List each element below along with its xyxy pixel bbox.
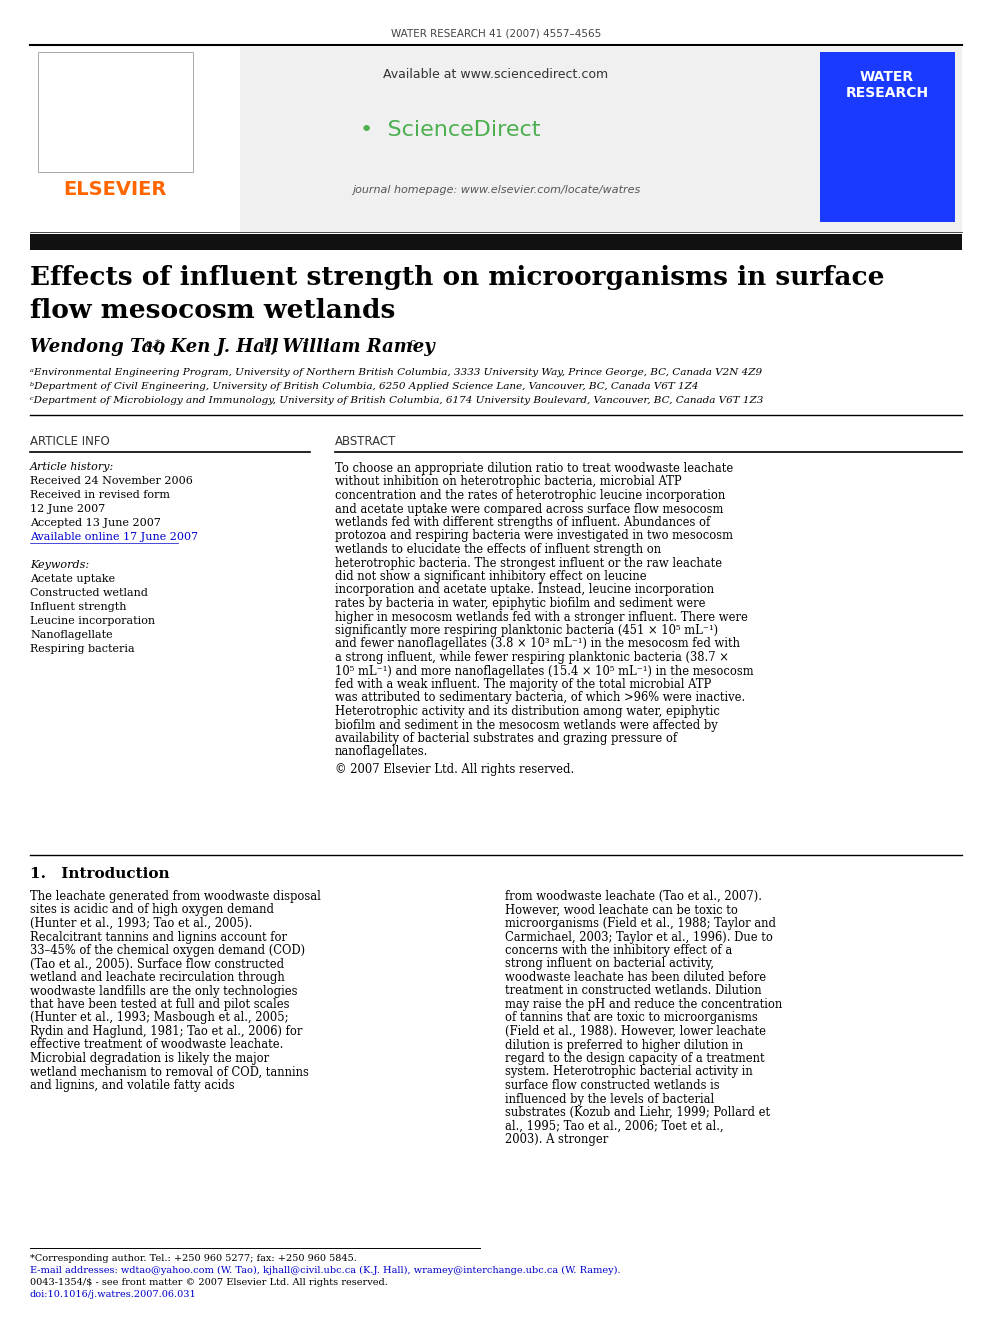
Bar bbox=[30, 234, 962, 250]
Text: Carmichael, 2003; Taylor et al., 1996). Due to: Carmichael, 2003; Taylor et al., 1996). … bbox=[505, 930, 773, 943]
Text: Received 24 November 2006: Received 24 November 2006 bbox=[30, 476, 192, 486]
Text: , William Ramey: , William Ramey bbox=[270, 337, 434, 356]
Text: flow mesocosm wetlands: flow mesocosm wetlands bbox=[30, 298, 396, 323]
Text: Leucine incorporation: Leucine incorporation bbox=[30, 617, 155, 626]
Text: al., 1995; Tao et al., 2006; Toet et al.,: al., 1995; Tao et al., 2006; Toet et al.… bbox=[505, 1119, 723, 1132]
Text: Wendong Tao: Wendong Tao bbox=[30, 337, 166, 356]
Text: woodwaste leachate has been diluted before: woodwaste leachate has been diluted befo… bbox=[505, 971, 766, 984]
Text: significantly more respiring planktonic bacteria (451 × 10⁵ mL⁻¹): significantly more respiring planktonic … bbox=[335, 624, 718, 636]
Text: was attributed to sedimentary bacteria, of which >96% were inactive.: was attributed to sedimentary bacteria, … bbox=[335, 692, 745, 705]
Text: 12 June 2007: 12 June 2007 bbox=[30, 504, 105, 515]
Text: Recalcitrant tannins and lignins account for: Recalcitrant tannins and lignins account… bbox=[30, 930, 287, 943]
Text: woodwaste landfills are the only technologies: woodwaste landfills are the only technol… bbox=[30, 984, 298, 998]
Text: ᶜDepartment of Microbiology and Immunology, University of British Columbia, 6174: ᶜDepartment of Microbiology and Immunolo… bbox=[30, 396, 764, 405]
Text: •  ScienceDirect: • ScienceDirect bbox=[360, 120, 541, 140]
Text: Effects of influent strength on microorganisms in surface: Effects of influent strength on microorg… bbox=[30, 265, 885, 290]
Bar bbox=[30, 48, 962, 232]
Text: Accepted 13 June 2007: Accepted 13 June 2007 bbox=[30, 519, 161, 528]
Text: ᵇDepartment of Civil Engineering, University of British Columbia, 6250 Applied S: ᵇDepartment of Civil Engineering, Univer… bbox=[30, 382, 698, 392]
Text: concentration and the rates of heterotrophic leucine incorporation: concentration and the rates of heterotro… bbox=[335, 490, 725, 501]
Text: and lignins, and volatile fatty acids: and lignins, and volatile fatty acids bbox=[30, 1080, 235, 1091]
Text: and fewer nanoflagellates (3.8 × 10³ mL⁻¹) in the mesocosm fed with: and fewer nanoflagellates (3.8 × 10³ mL⁻… bbox=[335, 638, 740, 651]
Text: strong influent on bacterial activity,: strong influent on bacterial activity, bbox=[505, 958, 714, 971]
Text: from woodwaste leachate (Tao et al., 2007).: from woodwaste leachate (Tao et al., 200… bbox=[505, 890, 762, 904]
Text: heterotrophic bacteria. The strongest influent or the raw leachate: heterotrophic bacteria. The strongest in… bbox=[335, 557, 722, 569]
Text: wetland mechanism to removal of COD, tannins: wetland mechanism to removal of COD, tan… bbox=[30, 1065, 309, 1078]
Text: 33–45% of the chemical oxygen demand (COD): 33–45% of the chemical oxygen demand (CO… bbox=[30, 945, 306, 957]
Text: did not show a significant inhibitory effect on leucine: did not show a significant inhibitory ef… bbox=[335, 570, 647, 583]
Text: regard to the design capacity of a treatment: regard to the design capacity of a treat… bbox=[505, 1052, 765, 1065]
Text: b: b bbox=[264, 337, 271, 348]
Text: journal homepage: www.elsevier.com/locate/watres: journal homepage: www.elsevier.com/locat… bbox=[352, 185, 640, 194]
Text: (Hunter et al., 1993; Masbough et al., 2005;: (Hunter et al., 1993; Masbough et al., 2… bbox=[30, 1012, 289, 1024]
Bar bbox=[38, 52, 193, 172]
Text: and acetate uptake were compared across surface flow mesocosm: and acetate uptake were compared across … bbox=[335, 503, 723, 516]
Text: biofilm and sediment in the mesocosm wetlands were affected by: biofilm and sediment in the mesocosm wet… bbox=[335, 718, 718, 732]
Text: 10⁵ mL⁻¹) and more nanoflagellates (15.4 × 10⁵ mL⁻¹) in the mesocosm: 10⁵ mL⁻¹) and more nanoflagellates (15.4… bbox=[335, 664, 754, 677]
Text: Available online 17 June 2007: Available online 17 June 2007 bbox=[30, 532, 198, 542]
Text: *Corresponding author. Tel.: +250 960 5277; fax: +250 960 5845.: *Corresponding author. Tel.: +250 960 52… bbox=[30, 1254, 357, 1263]
Text: nanoflagellates.: nanoflagellates. bbox=[335, 745, 429, 758]
Text: c: c bbox=[410, 337, 417, 348]
Text: higher in mesocosm wetlands fed with a stronger influent. There were: higher in mesocosm wetlands fed with a s… bbox=[335, 610, 748, 623]
Text: Available at www.sciencedirect.com: Available at www.sciencedirect.com bbox=[384, 67, 608, 81]
Text: of tannins that are toxic to microorganisms: of tannins that are toxic to microorgani… bbox=[505, 1012, 758, 1024]
Text: 0043-1354/$ - see front matter © 2007 Elsevier Ltd. All rights reserved.: 0043-1354/$ - see front matter © 2007 El… bbox=[30, 1278, 388, 1287]
Text: (Hunter et al., 1993; Tao et al., 2005).: (Hunter et al., 1993; Tao et al., 2005). bbox=[30, 917, 252, 930]
Text: Influent strength: Influent strength bbox=[30, 602, 127, 613]
Text: (Field et al., 1988). However, lower leachate: (Field et al., 1988). However, lower lea… bbox=[505, 1025, 766, 1039]
Text: system. Heterotrophic bacterial activity in: system. Heterotrophic bacterial activity… bbox=[505, 1065, 753, 1078]
Text: sites is acidic and of high oxygen demand: sites is acidic and of high oxygen deman… bbox=[30, 904, 274, 917]
Text: ABSTRACT: ABSTRACT bbox=[335, 435, 397, 448]
Text: wetlands fed with different strengths of influent. Abundances of: wetlands fed with different strengths of… bbox=[335, 516, 710, 529]
Text: Rydin and Haglund, 1981; Tao et al., 2006) for: Rydin and Haglund, 1981; Tao et al., 200… bbox=[30, 1025, 303, 1039]
Text: To choose an appropriate dilution ratio to treat woodwaste leachate: To choose an appropriate dilution ratio … bbox=[335, 462, 733, 475]
Text: Microbial degradation is likely the major: Microbial degradation is likely the majo… bbox=[30, 1052, 269, 1065]
Text: a,*: a,* bbox=[146, 337, 162, 348]
Text: (Tao et al., 2005). Surface flow constructed: (Tao et al., 2005). Surface flow constru… bbox=[30, 958, 284, 971]
Text: wetland and leachate recirculation through: wetland and leachate recirculation throu… bbox=[30, 971, 285, 984]
Text: without inhibition on heterotrophic bacteria, microbial ATP: without inhibition on heterotrophic bact… bbox=[335, 475, 682, 488]
Text: 1. Introduction: 1. Introduction bbox=[30, 867, 170, 881]
Text: concerns with the inhibitory effect of a: concerns with the inhibitory effect of a bbox=[505, 945, 732, 957]
Text: fed with a weak influent. The majority of the total microbial ATP: fed with a weak influent. The majority o… bbox=[335, 677, 711, 691]
Text: Keywords:: Keywords: bbox=[30, 560, 89, 570]
Text: availability of bacterial substrates and grazing pressure of: availability of bacterial substrates and… bbox=[335, 732, 678, 745]
Text: protozoa and respiring bacteria were investigated in two mesocosm: protozoa and respiring bacteria were inv… bbox=[335, 529, 733, 542]
Text: Constructed wetland: Constructed wetland bbox=[30, 587, 148, 598]
Text: , Ken J. Hall: , Ken J. Hall bbox=[158, 337, 279, 356]
Text: effective treatment of woodwaste leachate.: effective treatment of woodwaste leachat… bbox=[30, 1039, 284, 1052]
Text: © 2007 Elsevier Ltd. All rights reserved.: © 2007 Elsevier Ltd. All rights reserved… bbox=[335, 763, 574, 777]
Text: ELSEVIER: ELSEVIER bbox=[63, 180, 167, 198]
Text: The leachate generated from woodwaste disposal: The leachate generated from woodwaste di… bbox=[30, 890, 320, 904]
Text: Nanoflagellate: Nanoflagellate bbox=[30, 630, 113, 640]
Text: rates by bacteria in water, epiphytic biofilm and sediment were: rates by bacteria in water, epiphytic bi… bbox=[335, 597, 705, 610]
Text: Acetate uptake: Acetate uptake bbox=[30, 574, 115, 583]
Text: Article history:: Article history: bbox=[30, 462, 114, 472]
Text: Respiring bacteria: Respiring bacteria bbox=[30, 644, 135, 654]
Text: incorporation and acetate uptake. Instead, leucine incorporation: incorporation and acetate uptake. Instea… bbox=[335, 583, 714, 597]
Text: treatment in constructed wetlands. Dilution: treatment in constructed wetlands. Dilut… bbox=[505, 984, 762, 998]
Text: Heterotrophic activity and its distribution among water, epiphytic: Heterotrophic activity and its distribut… bbox=[335, 705, 720, 718]
Text: a strong influent, while fewer respiring planktonic bacteria (38.7 ×: a strong influent, while fewer respiring… bbox=[335, 651, 729, 664]
Text: surface flow constructed wetlands is: surface flow constructed wetlands is bbox=[505, 1080, 719, 1091]
Bar bbox=[820, 52, 955, 222]
Text: that have been tested at full and pilot scales: that have been tested at full and pilot … bbox=[30, 998, 290, 1011]
Text: substrates (Kozub and Liehr, 1999; Pollard et: substrates (Kozub and Liehr, 1999; Polla… bbox=[505, 1106, 770, 1119]
Text: WATER
RESEARCH: WATER RESEARCH bbox=[845, 70, 929, 101]
Text: WATER RESEARCH 41 (2007) 4557–4565: WATER RESEARCH 41 (2007) 4557–4565 bbox=[391, 28, 601, 38]
Text: wetlands to elucidate the effects of influent strength on: wetlands to elucidate the effects of inf… bbox=[335, 542, 661, 556]
Text: influenced by the levels of bacterial: influenced by the levels of bacterial bbox=[505, 1093, 714, 1106]
Text: However, wood leachate can be toxic to: However, wood leachate can be toxic to bbox=[505, 904, 738, 917]
Text: dilution is preferred to higher dilution in: dilution is preferred to higher dilution… bbox=[505, 1039, 743, 1052]
Text: doi:10.1016/j.watres.2007.06.031: doi:10.1016/j.watres.2007.06.031 bbox=[30, 1290, 196, 1299]
Text: may raise the pH and reduce the concentration: may raise the pH and reduce the concentr… bbox=[505, 998, 783, 1011]
Text: E-mail addresses: wdtao@yahoo.com (W. Tao), kjhall@civil.ubc.ca (K.J. Hall), wra: E-mail addresses: wdtao@yahoo.com (W. Ta… bbox=[30, 1266, 621, 1275]
Text: 2003). A stronger: 2003). A stronger bbox=[505, 1132, 608, 1146]
Text: Received in revised form: Received in revised form bbox=[30, 490, 170, 500]
Text: ᵃEnvironmental Engineering Program, University of Northern British Columbia, 333: ᵃEnvironmental Engineering Program, Univ… bbox=[30, 368, 762, 377]
Bar bbox=[30, 48, 240, 232]
Text: microorganisms (Field et al., 1988; Taylor and: microorganisms (Field et al., 1988; Tayl… bbox=[505, 917, 776, 930]
Text: ARTICLE INFO: ARTICLE INFO bbox=[30, 435, 110, 448]
